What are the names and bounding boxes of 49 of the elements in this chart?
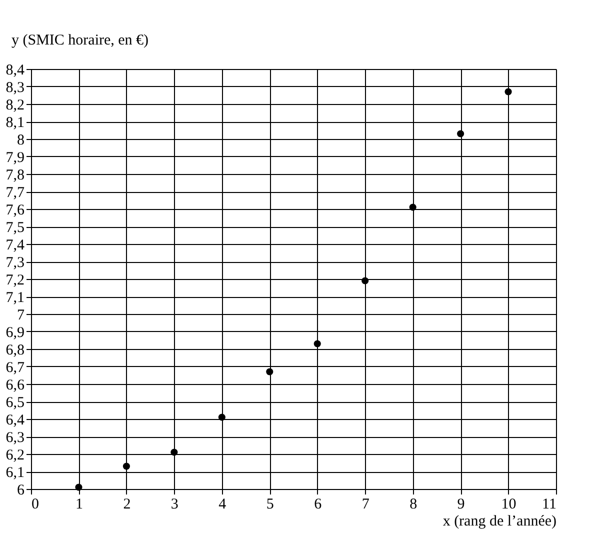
y-tick-label: 6,7 [6,360,25,376]
y-tick-label: 6,1 [6,465,24,481]
x-tick-label: 4 [218,496,227,512]
y-tick-label: 7,7 [6,185,25,201]
x-tick-label: 0 [32,496,39,512]
y-tick-label: 8,2 [6,98,24,114]
point [504,88,512,96]
y-tick-label: 7,6 [6,202,25,218]
y-tick-label: 7,3 [6,255,24,271]
y-tick-label: 6,3 [6,430,24,446]
y-tick-label: 8,1 [6,115,24,131]
x-tick-label: 3 [170,496,178,512]
point [409,204,416,211]
y-tick-label: 7,4 [6,238,25,254]
y-tick-label: 6 [17,482,25,498]
y-tick-label: 8,4 [6,62,25,78]
y-tick-label: 7,8 [6,168,24,184]
x-tick-label: 9 [457,496,465,512]
y-tick-label: 6,9 [6,325,24,341]
y-tick-label: 6,8 [6,342,24,358]
x-tick-label: 7 [362,496,370,512]
y-tick-label: 8,3 [6,80,24,96]
y-tick-label: 7,5 [6,220,24,236]
y-tick-label: 7 [17,308,25,324]
x-tick-label: 10 [501,496,516,512]
point [266,368,274,376]
x-axis-title: x (rang de l’année) [442,514,557,530]
point [170,448,178,456]
x-tick-label: 1 [75,496,83,512]
point [75,484,82,491]
y-tick-label: 7,1 [6,290,24,306]
y-tick-label: 6,4 [6,412,25,428]
x-tick-label: 5 [266,496,274,512]
point [218,414,226,421]
x-tick-label: 2 [123,496,131,512]
y-tick-label: 6,2 [6,448,24,464]
y-axis-title: y (SMIC horaire, en €) [12,32,149,48]
y-tick-label: 7,9 [6,150,24,166]
y-tick-label: 6,5 [6,395,24,411]
point [362,277,369,284]
x-tick-label: 11 [542,496,556,512]
y-tick-label: 8 [17,132,24,148]
y-tick-label: 6,6 [6,378,25,394]
point [314,340,321,348]
y-tick-label: 7,2 [6,272,24,288]
x-tick-label: 8 [410,496,418,512]
x-tick-label: 6 [314,496,322,512]
point [457,130,464,138]
point [122,462,130,470]
